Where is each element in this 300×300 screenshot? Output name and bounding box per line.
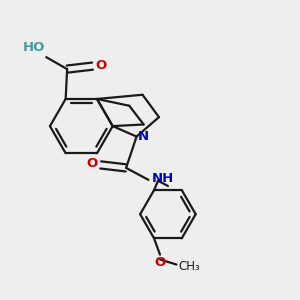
Text: N: N [138,130,149,143]
Text: CH₃: CH₃ [178,260,200,272]
Text: HO: HO [22,41,45,54]
Text: O: O [154,256,166,269]
Text: O: O [95,59,107,72]
Text: O: O [86,157,98,170]
Text: NH: NH [152,172,174,185]
